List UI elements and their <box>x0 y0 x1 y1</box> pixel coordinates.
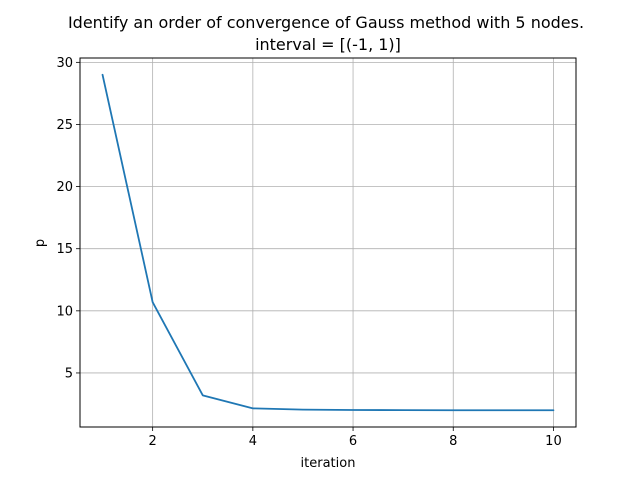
x-tick-label: 2 <box>149 434 157 449</box>
x-tick-label: 8 <box>449 434 457 449</box>
chart-title-line-2: interval = [(-1, 1)] <box>255 35 401 54</box>
ticks: 2 4 6 8 10 5 10 15 20 25 30 <box>56 56 561 449</box>
y-tick-label: 10 <box>56 304 73 319</box>
y-tick-label: 25 <box>56 118 73 133</box>
y-tick-label: 15 <box>56 242 73 257</box>
y-axis-label: p <box>33 239 48 247</box>
x-axis-label: iteration <box>301 456 356 471</box>
x-tick-label: 10 <box>545 434 562 449</box>
chart-title-line-1: Identify an order of convergence of Gaus… <box>68 13 584 32</box>
series-line <box>101 73 555 412</box>
series-layer <box>101 73 555 412</box>
grid <box>80 58 576 427</box>
y-tick-label: 5 <box>65 366 73 381</box>
plot-frame <box>79 57 577 428</box>
x-tick-label: 6 <box>349 434 357 449</box>
y-tick-label: 30 <box>56 56 73 71</box>
x-tick-label: 4 <box>249 434 257 449</box>
y-tick-label: 20 <box>56 180 73 195</box>
